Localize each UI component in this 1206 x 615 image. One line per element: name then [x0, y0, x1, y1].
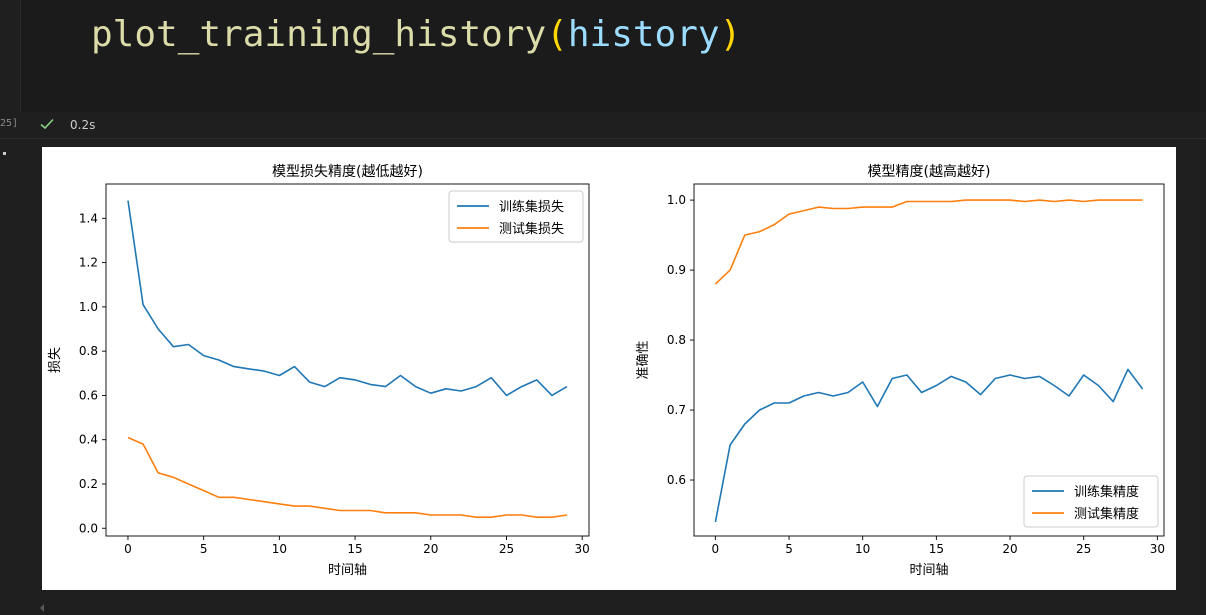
- x-tick-label: 15: [929, 542, 944, 556]
- series-line-1-2: [127, 436, 568, 519]
- legend-label: 训练集精度: [1074, 484, 1139, 500]
- y-tick-label: 1.4: [79, 211, 98, 225]
- x-tick-label: 20: [1002, 542, 1017, 556]
- y-tick-label: 0.9: [667, 263, 686, 277]
- x-tick-label: 10: [272, 542, 287, 556]
- y-tick-label: 0.0: [79, 521, 98, 535]
- y-axis-label: 准确性: [636, 340, 651, 379]
- y-tick-label: 0.8: [667, 333, 686, 347]
- close-paren: ): [719, 14, 742, 55]
- x-tick-label: 5: [200, 542, 208, 556]
- y-tick-label: 1.0: [79, 300, 98, 314]
- code-line[interactable]: plot_training_history(history): [91, 12, 741, 58]
- x-tick-label: 20: [423, 542, 438, 556]
- legend-box: [448, 190, 584, 243]
- x-axis-label: 时间轴: [909, 563, 948, 578]
- execution-count: 25]: [0, 118, 19, 129]
- axes-frame-1: [105, 183, 590, 537]
- x-tick-label: 30: [1150, 542, 1165, 556]
- series-line-1-1: [127, 200, 568, 397]
- x-tick-label: 25: [1076, 542, 1091, 556]
- output-prompt-dot: [3, 152, 6, 155]
- y-tick-label: 0.7: [667, 403, 686, 417]
- x-tick-label: 30: [575, 542, 590, 556]
- axes-frame-2: [693, 183, 1165, 537]
- x-tick-label: 25: [499, 542, 514, 556]
- output-figure: 0 5 10 15 20 25 30 0.0 0.2 0.4 0.6 0.8 1.0 1.2 1.4 模型损失…: [48, 163, 1165, 578]
- legend-label: 测试集精度: [1074, 506, 1139, 522]
- y-axis-label: 损失: [48, 347, 63, 373]
- y-tick-label: 0.4: [79, 433, 98, 447]
- code-cell[interactable]: plot_training_history(history): [20, 0, 1206, 112]
- x-tick-label: 0: [124, 542, 132, 556]
- series-line-2-1: [714, 368, 1144, 523]
- cell-output: 0 5 10 15 20 25 30 0.0 0.2 0.4 0.6 0.8 1.0 1.2 1.4 模型损失…: [42, 147, 1176, 590]
- chart-title: 模型损失精度(越低越好): [272, 164, 423, 180]
- cell-status-bar: 25] 0.2s: [0, 112, 1206, 139]
- y-tick-label: 0.6: [667, 473, 686, 487]
- chart-title: 模型精度(越高越好): [868, 163, 991, 180]
- y-tick-label: 0.8: [79, 344, 98, 358]
- series-line-2-2: [714, 199, 1143, 285]
- check-icon: [40, 118, 54, 130]
- x-axis-label: 时间轴: [328, 563, 367, 578]
- legend-box: [1023, 475, 1159, 528]
- y-tick-label: 1.0: [667, 193, 686, 207]
- scroll-left-arrow-icon[interactable]: [38, 603, 46, 613]
- x-tick-label: 10: [855, 542, 870, 556]
- function-name: plot_training_history: [91, 14, 547, 55]
- legend-label: 训练集损失: [499, 199, 564, 215]
- legend-label: 测试集损失: [499, 221, 564, 237]
- execution-time: 0.2s: [70, 118, 96, 132]
- argument-name: history: [567, 14, 720, 55]
- y-tick-label: 0.2: [79, 477, 98, 491]
- x-tick-label: 5: [785, 542, 793, 556]
- y-tick-label: 1.2: [79, 256, 98, 270]
- x-tick-label: 0: [712, 542, 720, 556]
- open-paren: (: [546, 14, 568, 55]
- x-tick-label: 15: [347, 542, 362, 556]
- y-tick-label: 0.6: [79, 388, 98, 402]
